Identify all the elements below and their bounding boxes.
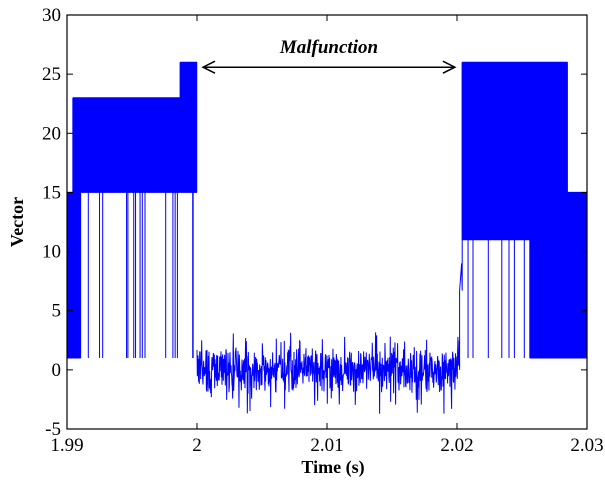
x-tick-label: 2.01 — [310, 435, 343, 456]
y-tick-label: 25 — [42, 64, 61, 85]
series-segment — [67, 191, 74, 359]
series-line — [567, 191, 587, 359]
series-segment — [529, 61, 568, 359]
x-tick-label: 1.99 — [50, 435, 83, 456]
series-line — [72, 97, 81, 359]
malfunction-annotation: Malfunction — [201, 37, 457, 74]
x-tick-label: 2.02 — [440, 435, 473, 456]
y-tick-label: 5 — [52, 301, 62, 322]
series-segment — [196, 332, 461, 414]
data-series — [67, 61, 587, 414]
series-segment — [567, 191, 587, 359]
series-segment — [80, 97, 181, 359]
series-line — [196, 332, 461, 414]
series-segment — [179, 61, 198, 359]
y-tick-label: -5 — [45, 419, 61, 440]
annotation-label: Malfunction — [279, 37, 378, 58]
annotation-arrowhead-right — [442, 60, 457, 74]
y-tick-label: 30 — [42, 5, 61, 26]
series-segment — [461, 61, 531, 359]
series-line — [67, 191, 74, 359]
series-line — [461, 61, 531, 359]
y-axis-label: Vector — [7, 197, 27, 247]
y-tick-label: 0 — [52, 360, 62, 381]
axis-ticks: 1.99 2 2.01 2.02 2.03 -5 0 5 10 15 20 25 30 — [42, 5, 604, 456]
x-tick-label: 2.03 — [570, 435, 603, 456]
plot-area — [67, 61, 587, 414]
x-axis-label: Time (s) — [301, 457, 364, 478]
series-line — [179, 61, 198, 359]
y-tick-label: 20 — [42, 123, 61, 144]
series-segment — [72, 97, 81, 359]
series-line — [80, 97, 181, 359]
y-tick-label: 15 — [42, 182, 61, 203]
y-tick-label: 10 — [42, 242, 61, 263]
series-line — [529, 61, 568, 359]
annotation-arrowhead-left — [201, 60, 216, 74]
x-tick-label: 2 — [192, 435, 202, 456]
